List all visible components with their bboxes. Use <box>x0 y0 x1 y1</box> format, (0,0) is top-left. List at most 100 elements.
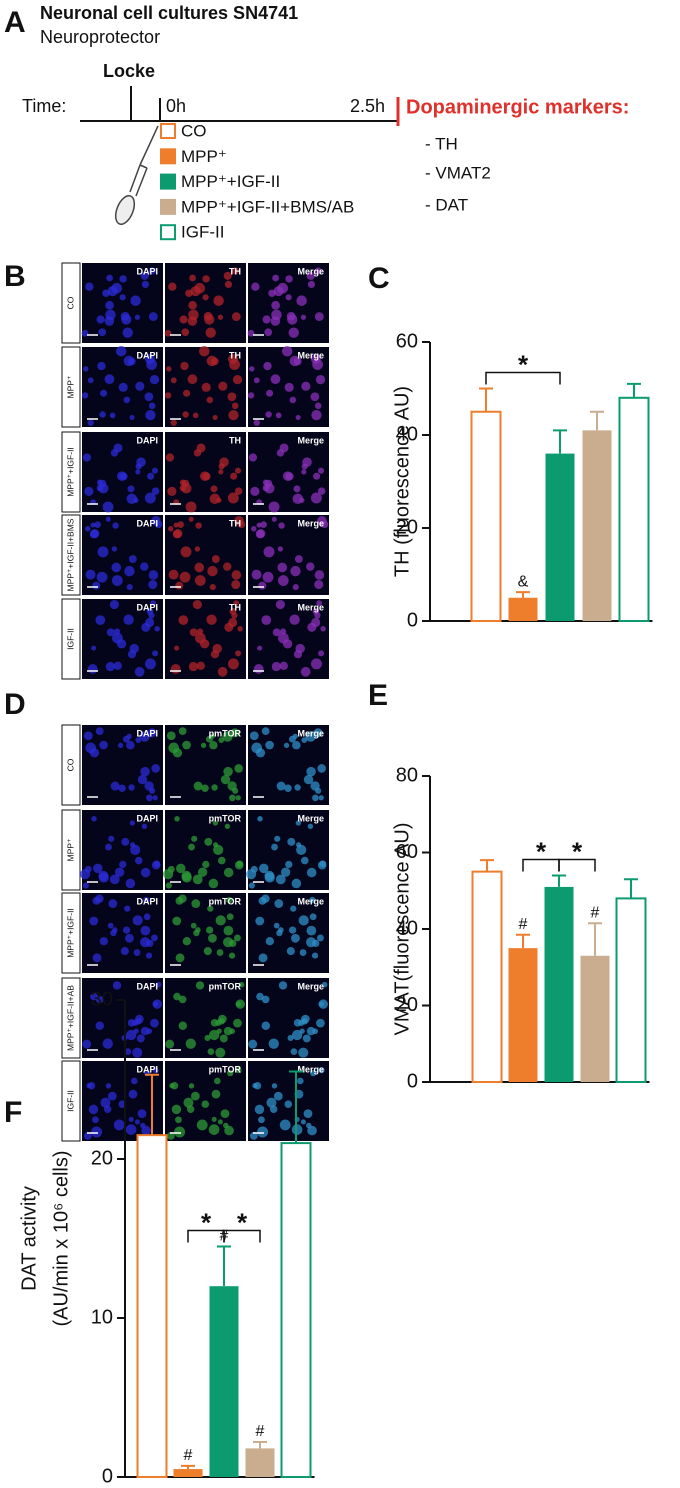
cell <box>194 282 206 294</box>
cell <box>293 650 303 659</box>
cell <box>224 823 231 830</box>
cell <box>283 742 290 748</box>
cell <box>250 865 258 873</box>
row-label: MPP⁺+IGF-II <box>65 447 75 497</box>
cell <box>206 355 218 367</box>
cell <box>115 345 127 357</box>
cell <box>261 615 272 626</box>
cell <box>261 727 270 736</box>
cell <box>152 999 162 1009</box>
cell <box>145 409 156 421</box>
cell <box>93 863 103 874</box>
cell <box>312 939 320 948</box>
cell <box>105 843 112 851</box>
row-label-box <box>61 598 81 680</box>
cell <box>185 501 197 513</box>
cell <box>148 267 156 275</box>
cell <box>102 289 110 298</box>
cell <box>312 794 319 802</box>
cell <box>129 414 135 420</box>
channel-label: Merge <box>297 266 324 276</box>
error-bar <box>479 387 493 412</box>
cell <box>133 949 141 956</box>
y-tick-label: 40 <box>396 917 418 939</box>
cell <box>112 927 118 933</box>
cell <box>114 867 125 877</box>
cell <box>257 645 263 651</box>
panel-letter: E <box>368 679 388 712</box>
cell <box>166 731 176 741</box>
cell <box>316 1018 325 1028</box>
cell <box>284 382 294 392</box>
cell <box>128 555 137 563</box>
cell <box>249 1131 258 1140</box>
cell <box>204 837 213 846</box>
cell <box>307 1125 317 1136</box>
cell <box>253 419 260 426</box>
cell <box>100 1097 111 1108</box>
cell <box>166 366 172 372</box>
legend-swatch <box>160 173 176 190</box>
cell <box>144 658 156 670</box>
cell <box>130 1077 138 1085</box>
cell <box>119 472 128 481</box>
cell <box>237 520 246 529</box>
cell <box>223 1026 233 1036</box>
cell <box>207 565 218 577</box>
cell <box>206 396 214 404</box>
cell <box>310 658 322 670</box>
cell <box>125 1029 137 1041</box>
cell <box>174 816 180 822</box>
cell <box>231 267 239 275</box>
cell <box>273 1091 283 1101</box>
row-label: IGF-II <box>65 628 75 650</box>
cell <box>196 443 206 453</box>
cell <box>318 650 325 657</box>
cell <box>141 823 148 830</box>
cell <box>295 414 301 420</box>
legend-swatch <box>160 123 176 139</box>
significance-label: * <box>572 836 583 866</box>
cell <box>149 787 156 794</box>
cell <box>233 600 240 606</box>
cell <box>85 569 96 580</box>
cell <box>195 632 206 644</box>
cell <box>134 666 145 677</box>
cell <box>91 645 97 651</box>
cell <box>98 872 109 883</box>
cell <box>140 562 149 571</box>
cell <box>136 1034 145 1043</box>
cell <box>309 913 317 921</box>
legend-label: IGF-II <box>181 223 224 242</box>
cell <box>96 315 105 324</box>
significance-bracket <box>558 858 596 872</box>
cell <box>143 896 150 904</box>
cell <box>288 327 299 338</box>
cell <box>271 516 277 522</box>
cell <box>226 1069 234 1077</box>
time-label: Time: <box>22 96 66 116</box>
cell <box>271 1083 278 1089</box>
cell <box>313 728 323 738</box>
cell <box>228 409 239 421</box>
cell <box>212 414 218 420</box>
cell <box>135 381 145 391</box>
legend-label: MPP⁺+IGF-II+BMS/AB <box>181 197 354 216</box>
cell <box>85 742 97 754</box>
legend-label: CO <box>181 121 207 140</box>
bar <box>544 886 574 1082</box>
cell <box>209 584 216 591</box>
cell <box>294 784 301 791</box>
y-tick-label: 20 <box>91 1147 113 1169</box>
cell <box>152 1067 159 1074</box>
cell <box>264 479 273 488</box>
cell <box>230 472 238 480</box>
cell <box>136 457 146 467</box>
cell <box>114 628 121 635</box>
cell <box>316 600 323 606</box>
cell <box>188 516 194 522</box>
cell <box>301 469 307 475</box>
cell <box>217 314 224 320</box>
cell <box>276 781 286 791</box>
cell <box>287 1034 294 1041</box>
